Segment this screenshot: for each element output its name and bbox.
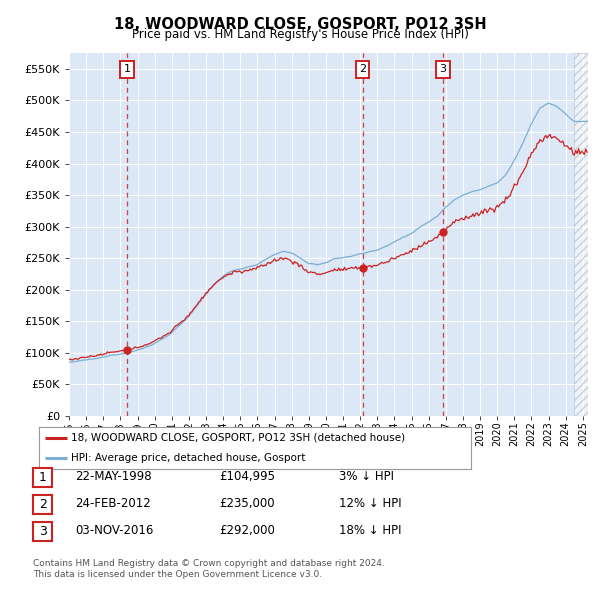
Text: £235,000: £235,000 bbox=[219, 497, 275, 510]
Text: 3% ↓ HPI: 3% ↓ HPI bbox=[339, 470, 394, 483]
Text: 03-NOV-2016: 03-NOV-2016 bbox=[75, 524, 154, 537]
Text: Price paid vs. HM Land Registry's House Price Index (HPI): Price paid vs. HM Land Registry's House … bbox=[131, 28, 469, 41]
Text: 18, WOODWARD CLOSE, GOSPORT, PO12 3SH: 18, WOODWARD CLOSE, GOSPORT, PO12 3SH bbox=[113, 17, 487, 31]
Text: £292,000: £292,000 bbox=[219, 524, 275, 537]
Text: 2: 2 bbox=[38, 498, 47, 511]
Text: 24-FEB-2012: 24-FEB-2012 bbox=[75, 497, 151, 510]
Text: This data is licensed under the Open Government Licence v3.0.: This data is licensed under the Open Gov… bbox=[33, 571, 322, 579]
Text: HPI: Average price, detached house, Gosport: HPI: Average price, detached house, Gosp… bbox=[71, 453, 306, 463]
Text: Contains HM Land Registry data © Crown copyright and database right 2024.: Contains HM Land Registry data © Crown c… bbox=[33, 559, 385, 568]
Text: £104,995: £104,995 bbox=[219, 470, 275, 483]
Text: 18% ↓ HPI: 18% ↓ HPI bbox=[339, 524, 401, 537]
Text: 18, WOODWARD CLOSE, GOSPORT, PO12 3SH (detached house): 18, WOODWARD CLOSE, GOSPORT, PO12 3SH (d… bbox=[71, 432, 406, 442]
Text: 22-MAY-1998: 22-MAY-1998 bbox=[75, 470, 152, 483]
Text: 1: 1 bbox=[38, 471, 47, 484]
Text: 3: 3 bbox=[440, 64, 446, 74]
Text: 3: 3 bbox=[38, 525, 47, 538]
Text: 1: 1 bbox=[124, 64, 130, 74]
Text: 2: 2 bbox=[359, 64, 367, 74]
Text: 12% ↓ HPI: 12% ↓ HPI bbox=[339, 497, 401, 510]
